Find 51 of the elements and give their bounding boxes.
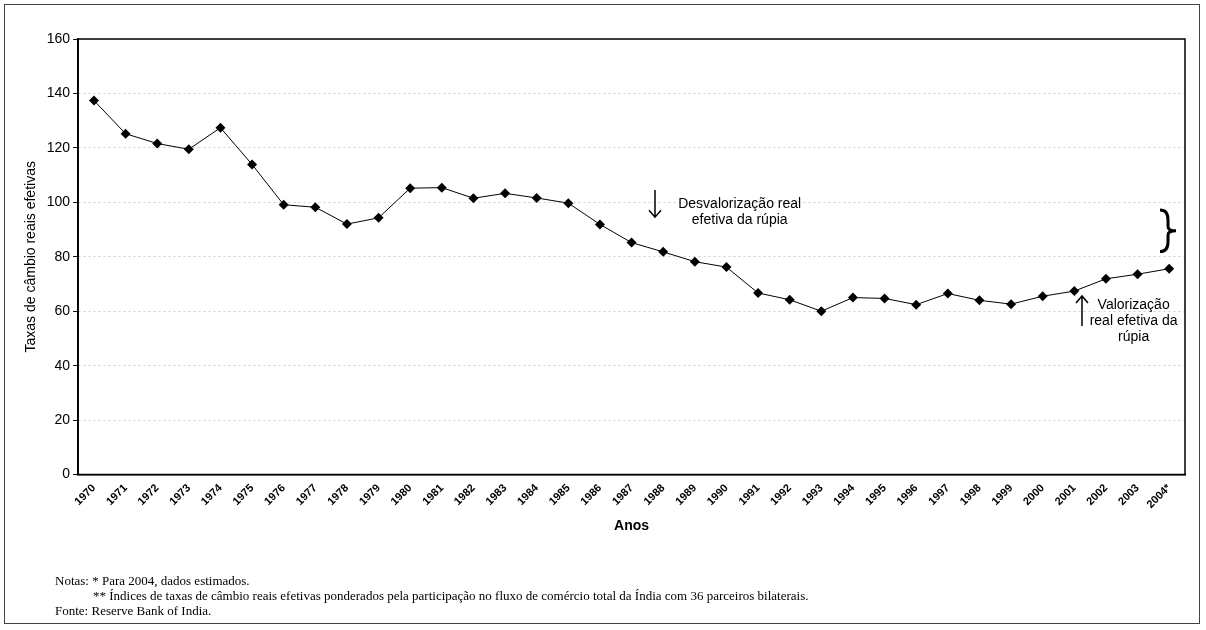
y-axis-title: Taxas de câmbio reais efetivas xyxy=(22,161,39,353)
point xyxy=(911,299,922,310)
point xyxy=(626,237,637,248)
y-tick-label: 160 xyxy=(46,29,71,46)
point xyxy=(500,188,511,199)
point xyxy=(594,219,605,230)
point xyxy=(531,192,542,203)
point xyxy=(88,95,99,106)
y-tick-label: 120 xyxy=(46,138,71,155)
point xyxy=(784,294,795,305)
point xyxy=(847,292,858,303)
y-tick-label: 80 xyxy=(54,247,71,264)
point xyxy=(1132,269,1143,280)
annotation: Valorização real efetiva da rúpia xyxy=(1088,295,1179,344)
y-tick-label: 140 xyxy=(46,84,71,101)
point xyxy=(753,287,764,298)
point xyxy=(152,138,163,149)
point xyxy=(974,295,985,306)
point xyxy=(247,159,258,170)
point xyxy=(405,183,416,194)
point xyxy=(1006,299,1017,310)
point xyxy=(658,246,669,257)
point xyxy=(1100,273,1111,284)
point xyxy=(183,144,194,155)
point xyxy=(468,193,479,204)
point xyxy=(436,182,447,193)
text: Notas: * Para 2004, dados estimados. xyxy=(55,573,250,589)
point xyxy=(816,306,827,317)
point xyxy=(879,293,890,304)
point xyxy=(1037,291,1048,302)
y-tick-label: 0 xyxy=(62,465,71,482)
point xyxy=(1069,286,1080,297)
point xyxy=(1164,263,1175,274)
point xyxy=(689,256,700,267)
point xyxy=(215,122,226,133)
annotation: Desvalorização real efetiva da rúpia xyxy=(677,195,803,228)
y-tick-label: 100 xyxy=(46,193,71,210)
point xyxy=(120,128,131,139)
x-axis-title: Anos xyxy=(614,517,650,534)
point xyxy=(310,202,321,213)
y-tick-label: 60 xyxy=(54,302,71,319)
point xyxy=(341,219,352,230)
source-note: Fonte: Reserve Bank of India. xyxy=(55,603,212,619)
y-tick-label: 40 xyxy=(54,356,71,373)
y-tick-label: 20 xyxy=(54,410,71,427)
text: ** Índices de taxas de câmbio reais efetivas ponderados pela participação no fluxo de comércio total da Índia com 36 parceiros bilaterais. xyxy=(93,588,809,604)
point xyxy=(278,199,289,210)
point xyxy=(942,288,953,299)
point xyxy=(373,212,384,223)
point xyxy=(721,262,732,273)
point xyxy=(563,198,574,209)
